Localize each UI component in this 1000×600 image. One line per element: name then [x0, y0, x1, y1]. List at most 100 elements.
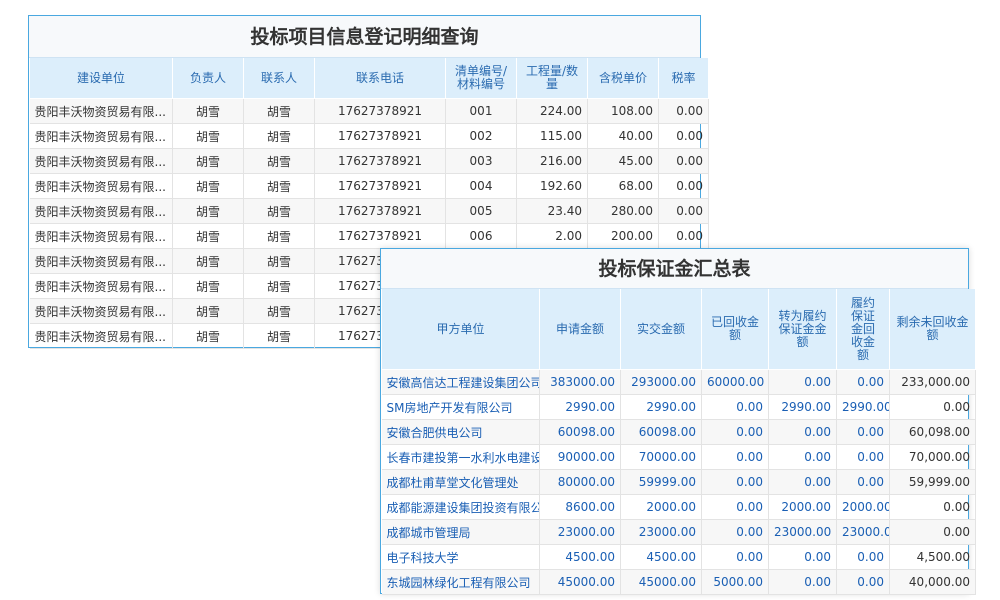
cell: 0.00	[701, 544, 769, 570]
cell: 东城园林绿化工程有限公司	[381, 569, 540, 595]
header-text: 含税单价	[598, 70, 647, 85]
cell: 胡雪	[172, 323, 244, 349]
cell: 59,999.00	[889, 469, 976, 495]
table-row: SM房地产开发有限公司 2990.00 2990.00 0.00 2990.00 2990…	[381, 394, 976, 420]
cell: 贵阳丰沃物资贸易有限...	[29, 198, 173, 224]
cell: 115.00	[516, 123, 588, 149]
column-header: 税率	[658, 58, 709, 99]
cell: 4500.00	[539, 544, 621, 570]
cell: 0.00	[836, 369, 890, 395]
cell: 0.00	[701, 469, 769, 495]
cell: 0.00	[836, 419, 890, 445]
cell: 胡雪	[243, 223, 315, 249]
cell: 0.00	[768, 469, 837, 495]
cell: 17627378921	[314, 98, 446, 124]
cell: 5000.00	[701, 569, 769, 595]
column-header: 已回收金额	[701, 289, 769, 370]
cell: 电子科技大学	[381, 544, 540, 570]
cell: 90000.00	[539, 444, 621, 470]
cell: 0.00	[889, 394, 976, 420]
cell: 胡雪	[243, 273, 315, 299]
cell: 0.00	[768, 569, 837, 595]
cell: 004	[445, 173, 517, 199]
cell: 2.00	[516, 223, 588, 249]
cell: 胡雪	[172, 248, 244, 274]
cell: 006	[445, 223, 517, 249]
cell: 0.00	[701, 444, 769, 470]
cell: 胡雪	[172, 298, 244, 324]
header-text: 税率	[671, 70, 696, 85]
cell: 贵阳丰沃物资贸易有限...	[29, 323, 173, 349]
table-row: 东城园林绿化工程有限公司 45000.00 45000.00 5000.00 0.00 0…	[381, 569, 976, 595]
cell: 0.00	[658, 173, 709, 199]
summary-title: 投标保证金汇总表	[381, 249, 968, 289]
cell: 0.00	[768, 544, 837, 570]
cell: 216.00	[516, 148, 588, 174]
cell: 60098.00	[620, 419, 702, 445]
header-text: 剩余未回收金额	[896, 315, 969, 342]
cell: 224.00	[516, 98, 588, 124]
column-header: 实交金额	[620, 289, 702, 370]
cell: 0.00	[658, 148, 709, 174]
cell: 0.00	[889, 494, 976, 520]
cell: 60,098.00	[889, 419, 976, 445]
header-text: 转为履约保证金金额	[778, 308, 827, 349]
cell: 70000.00	[620, 444, 702, 470]
table-row: 贵阳丰沃物资贸易有限... 胡雪 胡雪 17627378921 004 192.60 68.…	[29, 173, 709, 199]
cell: 23000.00	[620, 519, 702, 545]
cell: 45000.00	[620, 569, 702, 595]
cell: 2990.00	[836, 394, 890, 420]
header-text: 履约保证金回收金额	[850, 295, 875, 362]
cell: 胡雪	[243, 298, 315, 324]
cell: 60098.00	[539, 419, 621, 445]
cell: 贵阳丰沃物资贸易有限...	[29, 148, 173, 174]
cell: 0.00	[658, 198, 709, 224]
cell: 0.00	[836, 544, 890, 570]
cell: 0.00	[701, 419, 769, 445]
header-text: 实交金额	[636, 321, 685, 336]
cell: 胡雪	[243, 323, 315, 349]
column-header: 清单编号/材料编号	[445, 58, 517, 99]
table-row: 成都能源建设集团投资有限公 8600.00 2000.00 0.00 2000.00 20…	[381, 494, 976, 520]
column-header: 甲方单位	[381, 289, 540, 370]
cell: 胡雪	[243, 98, 315, 124]
header-text: 联系人	[260, 70, 297, 85]
cell: 安徽高信达工程建设集团公司	[381, 369, 540, 395]
cell: 胡雪	[243, 123, 315, 149]
column-header: 负责人	[172, 58, 244, 99]
cell: 293000.00	[620, 369, 702, 395]
cell: SM房地产开发有限公司	[381, 394, 540, 420]
cell: 4,500.00	[889, 544, 976, 570]
cell: 胡雪	[172, 223, 244, 249]
cell: 280.00	[587, 198, 659, 224]
cell: 0.00	[658, 223, 709, 249]
cell: 胡雪	[172, 123, 244, 149]
cell: 胡雪	[243, 248, 315, 274]
cell: 45.00	[587, 148, 659, 174]
cell: 胡雪	[172, 173, 244, 199]
cell: 002	[445, 123, 517, 149]
table-row: 成都城市管理局 23000.00 23000.00 0.00 23000.00 23000…	[381, 519, 976, 545]
cell: 贵阳丰沃物资贸易有限...	[29, 123, 173, 149]
cell: 23000.0	[836, 519, 890, 545]
summary-panel: 投标保证金汇总表 甲方单位 申请金额 实交金额 已回收金额 转为履约保证金金额 履约保证金…	[380, 248, 976, 595]
cell: 2000.00	[620, 494, 702, 520]
table-row: 贵阳丰沃物资贸易有限... 胡雪 胡雪 17627378921 001 224.00 108…	[29, 98, 709, 124]
cell: 贵阳丰沃物资贸易有限...	[29, 273, 173, 299]
cell: 成都城市管理局	[381, 519, 540, 545]
cell: 40.00	[587, 123, 659, 149]
column-header: 工程量/数量	[516, 58, 588, 99]
header-text: 负责人	[189, 70, 226, 85]
cell: 0.00	[768, 419, 837, 445]
cell: 0.00	[701, 519, 769, 545]
cell: 68.00	[587, 173, 659, 199]
cell: 0.00	[836, 569, 890, 595]
table-row: 成都杜甫草堂文化管理处 80000.00 59999.00 0.00 0.00 0.00 5…	[381, 469, 976, 495]
cell: 0.00	[658, 123, 709, 149]
cell: 17627378921	[314, 173, 446, 199]
cell: 贵阳丰沃物资贸易有限...	[29, 223, 173, 249]
cell: 2990.00	[620, 394, 702, 420]
cell: 60000.00	[701, 369, 769, 395]
cell: 0.00	[768, 369, 837, 395]
